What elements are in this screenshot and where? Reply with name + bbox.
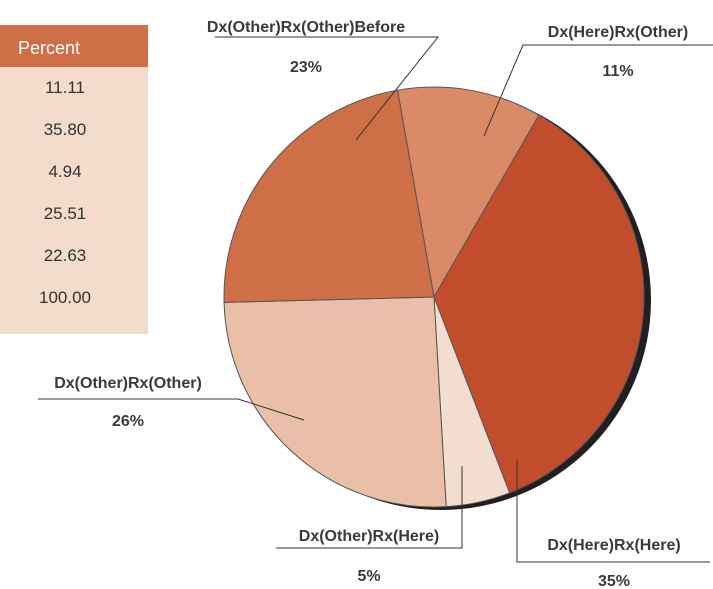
slice-percent-label: 5% [357, 568, 380, 585]
leader-line [276, 466, 463, 549]
slice-labels: Dx(Here)Rx(Other) 11% Dx(Here)Rx(Here) 35% D… [54, 19, 688, 589]
table-cell: 35.80 [43, 120, 87, 139]
slice-label: Dx(Here)Rx(Here) [547, 537, 680, 554]
pie-slice [396, 86, 540, 299]
leader-line [215, 36, 440, 141]
slice-percent-label: 35% [598, 573, 630, 589]
table-cell: 25.51 [43, 204, 87, 223]
slice-label: Dx(Other)Rx(Other) [54, 375, 202, 392]
pie-slice [433, 114, 645, 494]
slice-label: Dx(Here)Rx(Other) [548, 24, 688, 41]
slice-percent-label: 23% [290, 59, 322, 76]
leader-line [483, 44, 713, 137]
table-header: Percent [0, 25, 148, 67]
pie-slices [223, 86, 645, 508]
slice-percent-label: 26% [112, 413, 144, 430]
table-cell: 11.11 [44, 78, 86, 97]
leader-lines [38, 36, 713, 563]
percent-table: Percent 11.11 35.80 4.94 25.51 22.63 100… [0, 25, 148, 334]
leader-line [516, 460, 710, 563]
slice-percent-label: 11% [602, 63, 633, 80]
leader-line [38, 398, 305, 421]
slice-label: Dx(Other)Rx(Other)Before [207, 19, 405, 36]
pie-slice [223, 89, 435, 303]
table-cell: 22.63 [43, 246, 87, 265]
slice-label: Dx(Other)Rx(Here) [299, 528, 439, 545]
pie-slice [223, 296, 447, 508]
table-cell: 4.94 [48, 162, 82, 181]
table-cell: 100.00 [39, 288, 91, 307]
